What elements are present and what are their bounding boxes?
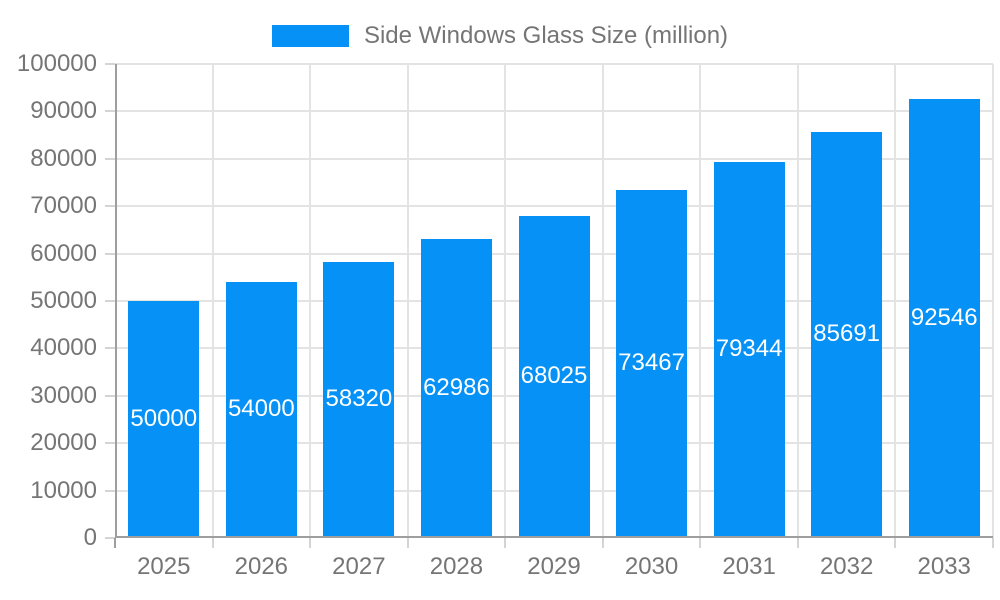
x-axis-tick-label: 2031 [722,553,776,580]
x-axis-tick-label: 2029 [527,553,581,580]
x-tick-mark [601,538,604,548]
y-axis-tick-label: 40000 [30,334,97,362]
bar-value-label: 68025 [520,361,588,389]
y-axis-tick-label: 20000 [30,429,97,457]
bar-value-label: 92546 [910,303,978,331]
y-tick-mark [105,205,115,208]
y-axis-tick-label: 80000 [30,144,97,172]
bar-2030[interactable]: 73467 [616,189,688,536]
y-axis-tick-label: 30000 [30,381,97,409]
x-tick-mark [796,538,799,548]
legend-swatch [271,25,349,47]
bar-2029[interactable]: 68025 [518,215,590,536]
x-gridline [796,64,799,538]
bar-2027[interactable]: 58320 [323,261,395,536]
y-tick-mark [105,157,115,160]
y-tick-mark [105,63,115,65]
bar-2026[interactable]: 54000 [225,282,297,536]
x-axis-tick-label: 2033 [917,553,971,580]
bar-value-label: 58320 [325,384,393,412]
y-axis-tick-label: 70000 [30,192,97,220]
y-axis-tick-label: 10000 [30,476,97,504]
y-gridline [115,205,993,208]
x-tick-mark [309,538,312,548]
y-gridline [115,110,993,113]
x-tick-mark [114,538,116,548]
legend-item[interactable]: Side Windows Glass Size (million) [0,22,1000,50]
x-gridline [699,64,702,538]
bar-2028[interactable]: 62986 [420,239,492,536]
bar-value-label: 54000 [227,395,295,423]
x-tick-mark [992,538,994,548]
bar-2025[interactable]: 50000 [128,301,200,536]
y-tick-mark [105,347,115,350]
x-axis-tick-label: 2028 [429,553,484,580]
x-axis-tick-label: 2032 [819,553,874,580]
legend-label: Side Windows Glass Size (million) [363,22,729,49]
bar-value-label: 85691 [813,319,881,347]
x-gridline [504,64,507,538]
x-axis-tick-label: 2025 [137,553,191,580]
y-tick-mark [105,537,115,539]
bar-2032[interactable]: 85691 [811,131,883,536]
bar-value-label: 62986 [423,373,490,401]
bar-2031[interactable]: 79344 [713,161,785,536]
bar-value-label: 50000 [130,404,198,432]
bar-value-label: 79344 [715,334,783,362]
x-gridline [406,64,409,538]
plot-area: 50000 54000 58320 62986 68025 73467 79344 85691… [105,63,994,548]
x-tick-mark [406,538,409,548]
y-tick-mark [105,252,115,255]
x-tick-mark [894,538,897,548]
y-axis-tick-label: 50000 [30,287,97,314]
y-tick-mark [105,300,115,302]
y-axis-tick-label: 100000 [16,50,97,77]
y-tick-mark [105,489,115,492]
x-gridline [211,64,214,538]
y-axis-line [115,64,117,538]
x-axis-tick-label: 2027 [332,553,386,580]
y-gridline [115,63,993,65]
x-gridline [894,64,897,538]
y-axis-tick-label: 60000 [30,239,97,267]
y-tick-mark [105,394,115,397]
x-axis-tick-label: 2030 [624,553,679,580]
x-gridline [601,64,604,538]
x-tick-mark [211,538,214,548]
x-tick-mark [699,538,702,548]
y-axis-tick-label: 90000 [30,97,97,125]
y-tick-mark [105,442,115,445]
x-gridline [992,64,994,538]
y-axis-tick-label: 0 [83,524,97,551]
x-tick-mark [504,538,507,548]
x-axis-line [115,536,993,538]
x-gridline [309,64,312,538]
y-gridline [115,157,993,160]
bar-value-label: 73467 [618,348,685,376]
bar-2033[interactable]: 92546 [908,99,980,536]
x-axis-tick-label: 2026 [234,553,289,580]
y-tick-mark [105,110,115,113]
